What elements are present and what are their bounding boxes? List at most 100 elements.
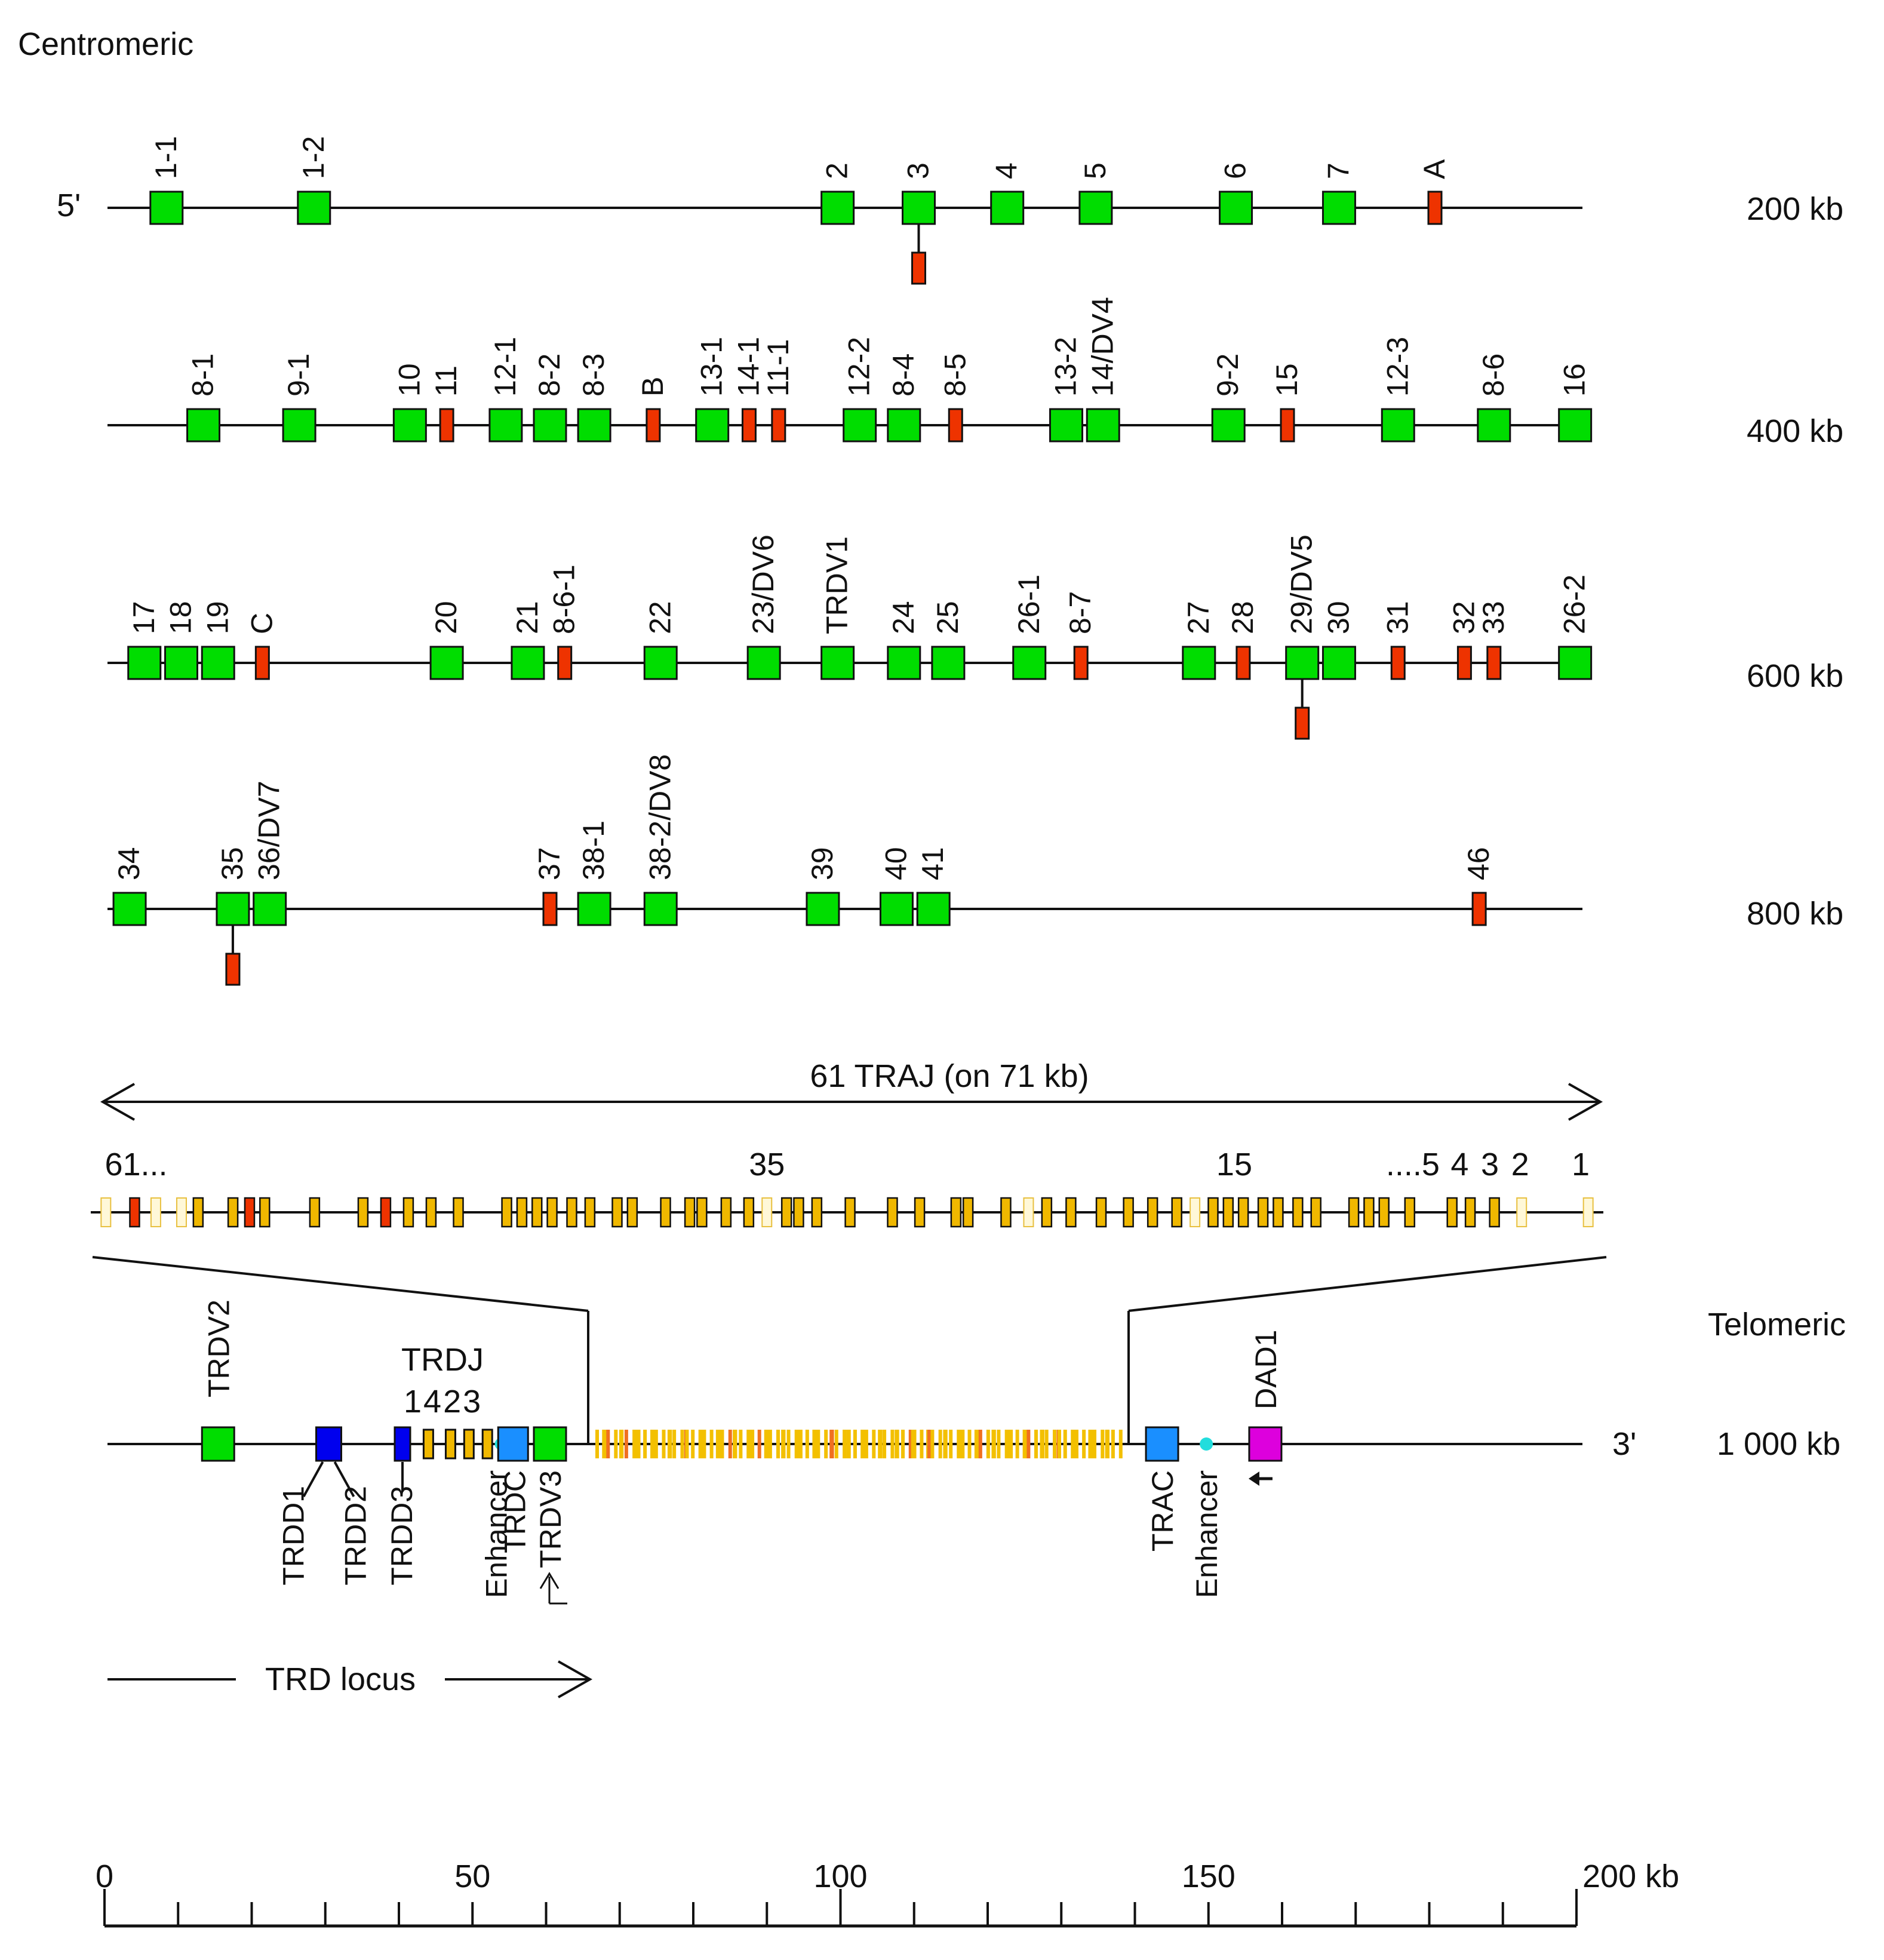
compressed-traj-segment bbox=[824, 1430, 828, 1458]
traj-segment bbox=[1023, 1197, 1034, 1227]
zoom-connector bbox=[92, 1256, 1607, 1445]
row-position-600kb: 600 kb bbox=[1747, 658, 1843, 694]
traj-segment bbox=[309, 1197, 321, 1228]
gene-label-8-7: 8-7 bbox=[1064, 591, 1097, 634]
scale-bar: 0 50 100 150 200 kb bbox=[96, 1858, 1679, 1928]
compressed-traj-segment bbox=[847, 1430, 851, 1458]
gene-label-39: 39 bbox=[806, 847, 839, 880]
compressed-traj-segment bbox=[853, 1430, 857, 1458]
compressed-traj-segment bbox=[978, 1430, 982, 1458]
pseudogene-box-11 bbox=[439, 408, 454, 443]
trdj-label: TRDJ bbox=[401, 1342, 484, 1378]
traj-span-label: 61 TRAJ (on 71 kb) bbox=[810, 1058, 1089, 1094]
trdj-segment bbox=[481, 1428, 493, 1460]
compressed-traj-segment bbox=[680, 1430, 684, 1458]
gene-label-8-4: 8-4 bbox=[887, 354, 920, 397]
linked-pseudogene-box bbox=[1295, 706, 1310, 740]
compressed-traj-segment bbox=[1093, 1430, 1097, 1458]
tra-enhancer-dot bbox=[1200, 1437, 1213, 1451]
gene-label-8-2: 8-2 bbox=[533, 354, 566, 397]
gene-box-16 bbox=[1558, 408, 1593, 443]
compressed-traj-segment bbox=[943, 1430, 948, 1458]
trdd2-label: TRDD2 bbox=[339, 1486, 373, 1586]
gene-label-8-5: 8-5 bbox=[938, 354, 972, 397]
trdd1-trdd2-box bbox=[315, 1426, 342, 1462]
traj-segment bbox=[150, 1197, 161, 1227]
pseudogene-box-46 bbox=[1471, 892, 1487, 926]
compressed-traj-segment bbox=[895, 1430, 899, 1458]
gene-label-33: 33 bbox=[1477, 601, 1510, 634]
gene-label-12-1: 12-1 bbox=[488, 337, 522, 397]
gene-label-3: 3 bbox=[902, 162, 935, 179]
pseudogene-box-31 bbox=[1390, 646, 1406, 680]
compressed-traj-segment bbox=[786, 1430, 791, 1458]
three-prime-label: 3' bbox=[1612, 1426, 1636, 1462]
trdc-label: TRDC bbox=[498, 1470, 531, 1553]
traj-segment bbox=[244, 1197, 256, 1228]
traj-segment bbox=[1310, 1197, 1321, 1228]
traj-segment bbox=[844, 1197, 856, 1228]
gene-box-30 bbox=[1321, 646, 1356, 680]
gene-label-19: 19 bbox=[201, 601, 234, 634]
traj-segment bbox=[546, 1197, 558, 1228]
gene-box-5 bbox=[1078, 191, 1113, 225]
trdj-segment bbox=[463, 1428, 475, 1460]
trd-enhancer-label: Enhancer bbox=[480, 1470, 514, 1598]
traj-segment bbox=[1404, 1197, 1416, 1228]
gene-box-36-dv7 bbox=[253, 892, 287, 926]
compressed-traj-segment bbox=[1089, 1430, 1093, 1458]
gene-label-31: 31 bbox=[1381, 601, 1414, 634]
pseudogene-box-32 bbox=[1456, 646, 1472, 680]
gene-box-9-2 bbox=[1211, 408, 1246, 443]
compressed-traj-segment bbox=[1026, 1430, 1031, 1458]
gene-label-a: A bbox=[1418, 159, 1451, 179]
compressed-traj-segment bbox=[949, 1430, 953, 1458]
gene-box-38-2-dv8 bbox=[643, 892, 678, 926]
traj-segment bbox=[453, 1197, 464, 1228]
compressed-traj-segment bbox=[624, 1430, 628, 1458]
gene-box-8-3 bbox=[577, 408, 611, 443]
gene-box-39 bbox=[806, 892, 840, 926]
compressed-traj-segment bbox=[1058, 1430, 1062, 1458]
scale-label: 200 kb bbox=[1582, 1858, 1679, 1894]
gene-box-4 bbox=[990, 191, 1025, 225]
pseudogene-box-33 bbox=[1486, 646, 1502, 680]
gene-label-14-1: 14-1 bbox=[732, 337, 765, 397]
traj-segment bbox=[1171, 1197, 1182, 1228]
gene-label-13-2: 13-2 bbox=[1049, 337, 1083, 397]
compressed-traj-segment bbox=[862, 1430, 866, 1458]
gene-box-19 bbox=[201, 646, 235, 680]
gene-box-1-2 bbox=[297, 191, 331, 225]
gene-label-32: 32 bbox=[1447, 601, 1480, 634]
traj-segment bbox=[1207, 1197, 1219, 1228]
gene-label-16: 16 bbox=[1558, 363, 1591, 397]
gene-label-24: 24 bbox=[887, 601, 920, 634]
compressed-traj-segment bbox=[1040, 1430, 1044, 1458]
trdd1-label: TRDD1 bbox=[277, 1486, 311, 1586]
gene-label-8-6-1: 8-6-1 bbox=[548, 564, 581, 634]
gene-box-9-1 bbox=[282, 408, 316, 443]
traj-number-label: 2 bbox=[1511, 1147, 1529, 1182]
gene-label-9-2: 9-2 bbox=[1211, 354, 1244, 397]
gene-label-29-dv5: 29/DV5 bbox=[1285, 534, 1319, 634]
compressed-traj-segment bbox=[765, 1430, 769, 1458]
compressed-traj-segment bbox=[794, 1430, 798, 1458]
gene-label-35: 35 bbox=[216, 847, 249, 880]
compressed-traj-segment bbox=[603, 1430, 607, 1458]
compressed-traj-segment bbox=[1063, 1430, 1067, 1458]
gene-box-6 bbox=[1219, 191, 1253, 225]
trdj-segment bbox=[422, 1428, 434, 1460]
gene-box-8-4 bbox=[887, 408, 921, 443]
traj-segment bbox=[696, 1197, 708, 1228]
gene-box-24 bbox=[887, 646, 921, 680]
gene-label-20: 20 bbox=[429, 601, 463, 634]
gene-box-14-dv4 bbox=[1086, 408, 1120, 443]
compressed-traj-segment bbox=[606, 1430, 610, 1458]
traj-segment bbox=[950, 1197, 962, 1228]
traj-segment bbox=[176, 1197, 187, 1227]
compressed-traj-segment bbox=[843, 1430, 847, 1458]
compressed-traj-segment bbox=[702, 1430, 706, 1458]
trd-locus-label: TRD locus bbox=[265, 1661, 416, 1697]
